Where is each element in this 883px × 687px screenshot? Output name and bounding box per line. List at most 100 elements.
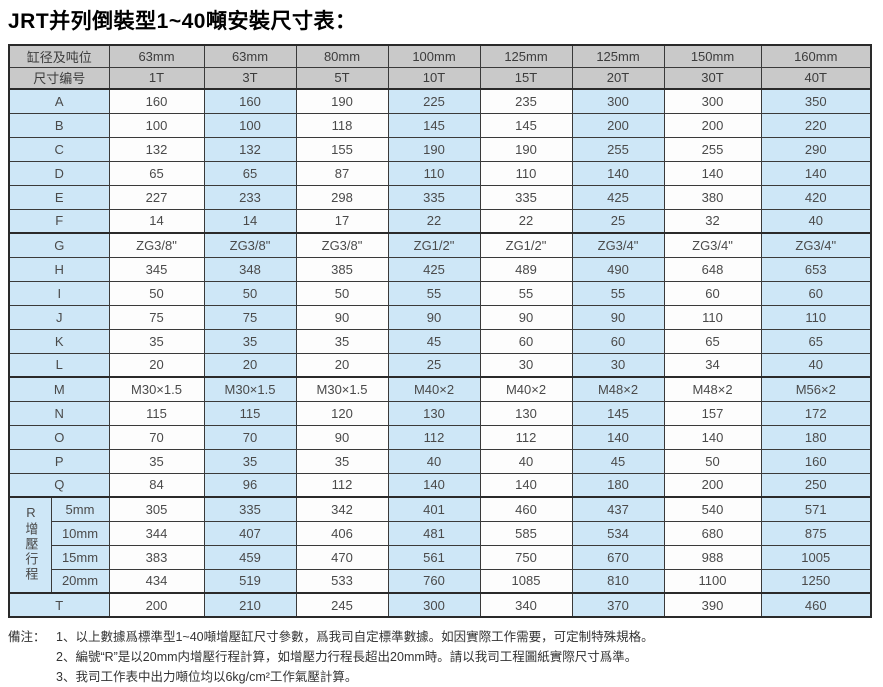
cell: 90 — [295, 424, 389, 450]
row-label: F — [8, 208, 110, 234]
cell: 90 — [479, 304, 573, 330]
cell: 140 — [479, 472, 573, 498]
cell: 20 — [203, 352, 297, 378]
cell: 96 — [203, 472, 297, 498]
cell: 160 — [108, 88, 205, 114]
table-row: 20mm 434 519 533 760 1085 810 1100 1250 — [9, 568, 872, 594]
cell: 648 — [663, 256, 762, 282]
r-section-label: R增壓行程 — [8, 496, 52, 594]
cell: 680 — [663, 520, 762, 546]
cell: M56×2 — [760, 376, 872, 402]
header-bore-cell: 63mm — [108, 44, 205, 68]
cell: 30 — [479, 352, 573, 378]
cell: 653 — [760, 256, 872, 282]
cell: 300 — [663, 88, 762, 114]
r-sub-label: 20mm — [50, 568, 110, 594]
cell: 227 — [108, 184, 205, 210]
cell: 200 — [571, 112, 665, 138]
row-label: N — [8, 400, 110, 426]
cell: 35 — [295, 328, 389, 354]
cell: 70 — [203, 424, 297, 450]
cell: 401 — [387, 496, 481, 522]
cell: 750 — [479, 544, 573, 570]
cell: 75 — [108, 304, 205, 330]
table-row: Q 84 96 112 140 140 180 200 250 — [8, 472, 872, 498]
table-row: E 227 233 298 335 335 425 380 420 — [8, 184, 872, 210]
cell: 519 — [203, 568, 297, 594]
cell: 390 — [663, 592, 762, 618]
cell: 200 — [108, 592, 205, 618]
cell: 534 — [571, 520, 665, 546]
cell: 112 — [295, 472, 389, 498]
cell: 140 — [760, 160, 872, 186]
table-row: R增壓行程 5mm 305 335 342 401 460 437 540 571 — [8, 496, 872, 594]
cell: 220 — [760, 112, 872, 138]
cell: 155 — [295, 136, 389, 162]
cell: 14 — [108, 208, 205, 234]
cell: 459 — [203, 544, 297, 570]
cell: 1100 — [663, 568, 762, 594]
cell: 250 — [760, 472, 872, 498]
cell: 345 — [108, 256, 205, 282]
r-sub-label: 10mm — [50, 520, 110, 546]
cell: 300 — [571, 88, 665, 114]
dimensions-table: 缸径及吨位 63mm 63mm 80mm 100mm 125mm 125mm 150mm 160… — [8, 44, 872, 618]
cell: 305 — [108, 496, 205, 522]
table-row: C 132 132 155 190 190 255 255 290 — [8, 136, 872, 162]
cell: 255 — [571, 136, 665, 162]
cell: 190 — [479, 136, 573, 162]
row-label: E — [8, 184, 110, 210]
cell: 489 — [479, 256, 573, 282]
cell: 55 — [571, 280, 665, 306]
cell: 100 — [108, 112, 205, 138]
header-ton-cell: 40T — [760, 66, 872, 90]
row-label: T — [8, 592, 110, 618]
cell: 157 — [663, 400, 762, 426]
table-row: L 20 20 20 25 30 30 34 40 — [8, 352, 872, 378]
cell: 65 — [108, 160, 205, 186]
note-line-1: 1、以上數據爲標準型1~40噸增壓缸尺寸參數，爲我司自定標準數據。如因實際工作需… — [56, 630, 654, 644]
row-label: K — [8, 328, 110, 354]
cell: 130 — [387, 400, 481, 426]
cell: 160 — [203, 88, 297, 114]
cell: 140 — [571, 160, 665, 186]
cell: 255 — [663, 136, 762, 162]
row-label: O — [8, 424, 110, 450]
cell: 298 — [295, 184, 389, 210]
cell: 22 — [479, 208, 573, 234]
cell: 160 — [760, 448, 872, 474]
cell: M48×2 — [663, 376, 762, 402]
cell: 40 — [760, 208, 872, 234]
cell: 571 — [760, 496, 872, 522]
cell: 420 — [760, 184, 872, 210]
table-row: 10mm 344 407 406 481 585 534 680 875 — [9, 520, 872, 546]
cell: 60 — [571, 328, 665, 354]
cell: 45 — [387, 328, 481, 354]
header-bore-cell: 125mm — [571, 44, 665, 68]
cell: 22 — [387, 208, 481, 234]
cell: 40 — [387, 448, 481, 474]
cell: 112 — [387, 424, 481, 450]
cell: 20 — [108, 352, 205, 378]
cell: 110 — [663, 304, 762, 330]
cell: 20 — [295, 352, 389, 378]
cell: 50 — [203, 280, 297, 306]
header-bore-cell: 125mm — [479, 44, 573, 68]
cell: 172 — [760, 400, 872, 426]
cell: 1005 — [760, 544, 872, 570]
cell: 380 — [663, 184, 762, 210]
cell: 335 — [479, 184, 573, 210]
row-label: H — [8, 256, 110, 282]
row-label: J — [8, 304, 110, 330]
cell: 670 — [571, 544, 665, 570]
row-label: G — [8, 232, 110, 258]
cell: M30×1.5 — [203, 376, 297, 402]
table-row: I 50 50 50 55 55 55 60 60 — [8, 280, 872, 306]
cell: 585 — [479, 520, 573, 546]
cell: 1085 — [479, 568, 573, 594]
cell: 60 — [760, 280, 872, 306]
header-bore-cell: 80mm — [295, 44, 389, 68]
cell: 35 — [295, 448, 389, 474]
cell: 70 — [108, 424, 205, 450]
notes: 備注： 1、以上數據爲標準型1~40噸增壓缸尺寸參數，爲我司自定標準數據。如因實… — [8, 627, 876, 687]
